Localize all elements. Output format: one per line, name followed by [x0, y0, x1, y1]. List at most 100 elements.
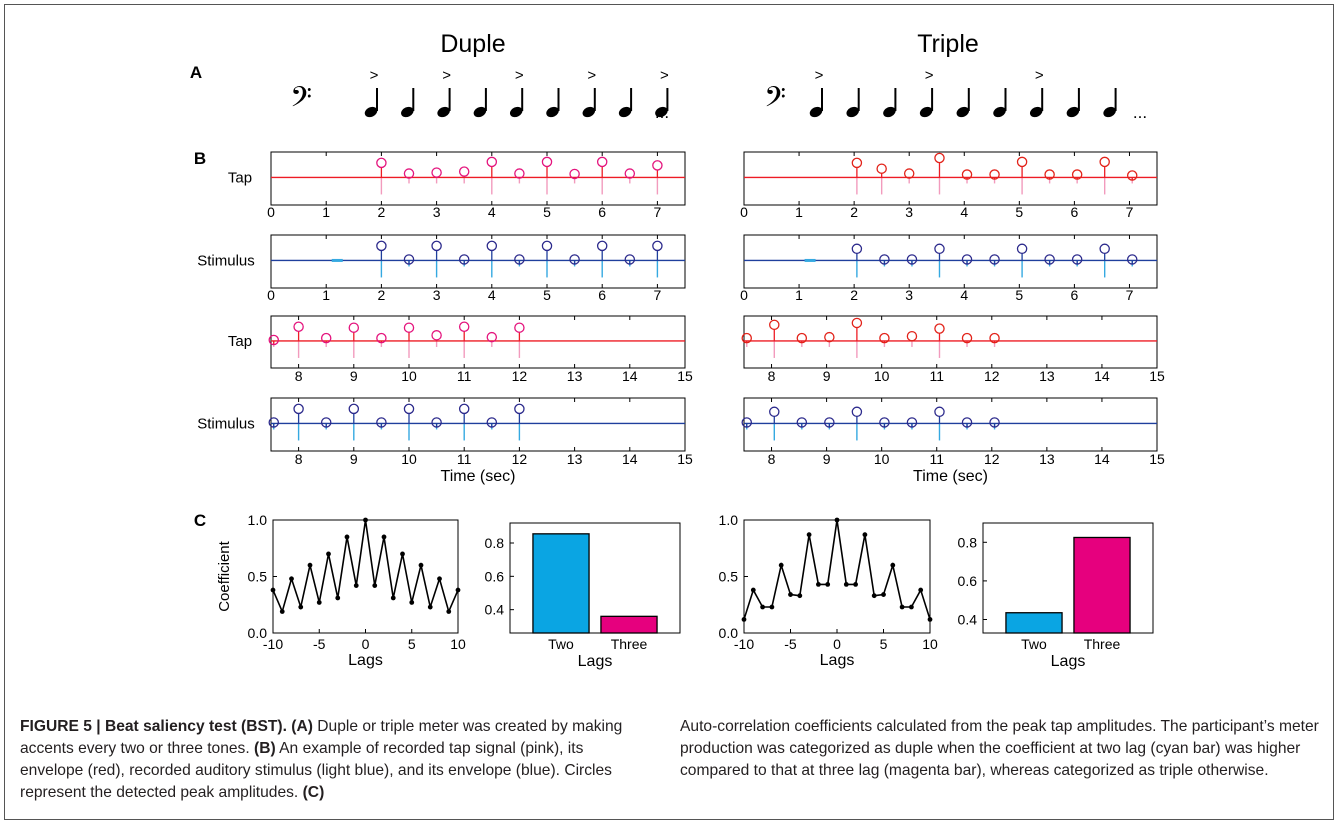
x-tick-label: 8	[768, 368, 776, 384]
quarter-note	[618, 106, 632, 118]
acf-point	[788, 592, 793, 597]
acf-point	[335, 595, 341, 601]
acf-point	[909, 604, 914, 610]
peak-circle	[934, 406, 945, 418]
accent-mark: >	[515, 67, 524, 84]
acf-point	[816, 582, 821, 587]
x-tick-label: 5	[408, 636, 416, 652]
acf-frame	[272, 519, 459, 634]
y-tick-label: 0.5	[248, 569, 268, 585]
x-tick-label: 7	[1126, 204, 1134, 220]
x-tick-label: 12	[984, 368, 1000, 384]
peak-circle	[348, 403, 360, 415]
row-label-stimulus: Stimulus	[197, 252, 255, 269]
bass-clef-icon: 𝄢	[764, 82, 786, 120]
x-tick-label: -10	[734, 636, 754, 652]
peak-circle	[514, 403, 525, 415]
panel-label-b: B	[194, 149, 206, 168]
x-tick-label: 11	[929, 451, 944, 467]
plot-frame	[743, 397, 1158, 452]
x-tick-label: 0	[362, 636, 370, 652]
peak-circle	[431, 167, 442, 178]
caption-right: Auto-correlation coefficients calculated…	[680, 716, 1320, 782]
peak-circle	[934, 152, 945, 164]
x-tick-label: 8	[768, 451, 776, 467]
figure-frame	[4, 4, 1334, 820]
quarter-note	[1066, 106, 1080, 118]
peak-circle	[541, 156, 553, 168]
acf-point	[899, 604, 905, 610]
y-tick-label: 0.4	[485, 602, 505, 618]
x-tick-label: 4	[960, 204, 968, 220]
peak-circle	[906, 330, 918, 342]
acf-point	[409, 600, 415, 605]
y-tick-label: 0.4	[958, 611, 978, 627]
x-tick-label: -5	[313, 636, 326, 652]
acf-point	[363, 517, 368, 523]
peak-circle	[796, 332, 808, 344]
y-tick-label: 0.5	[719, 569, 739, 585]
peak-circle	[851, 243, 863, 255]
x-tick-label: 0	[267, 287, 275, 303]
peak-circle	[961, 254, 973, 265]
acf-point	[862, 532, 868, 538]
x-tick-label: 3	[433, 204, 441, 220]
peak-circle	[376, 417, 387, 428]
peak-circle	[376, 240, 387, 252]
x-tick-label: 3	[433, 287, 441, 303]
x-tick-label: 4	[488, 287, 496, 303]
x-tick-label: 7	[1126, 287, 1134, 303]
caption-c-label: (C)	[302, 784, 325, 801]
x-axis-label: Lags	[820, 652, 855, 669]
x-tick-label: 2	[378, 287, 386, 303]
three-lag-bar	[600, 615, 658, 634]
y-tick-label: 0.6	[958, 573, 978, 589]
peak-circle	[403, 168, 415, 179]
x-tick-label: 14	[622, 368, 638, 384]
peak-circle	[486, 417, 498, 428]
acf-point	[298, 604, 304, 610]
x-tick-label: -10	[263, 636, 283, 652]
quarter-note	[401, 106, 414, 118]
x-tick-label: 13	[567, 368, 583, 384]
x-tick-label: -5	[784, 636, 797, 652]
quarter-note	[956, 106, 970, 118]
quarter-note	[546, 106, 559, 118]
x-tick-label: 5	[543, 204, 551, 220]
x-tick-label: 5	[1015, 287, 1023, 303]
quarter-note	[437, 106, 450, 118]
row-label-tap: Tap	[228, 169, 252, 186]
x-tick-label: 10	[874, 368, 890, 384]
peak-circle	[403, 254, 415, 265]
column-title-triple: Triple	[917, 30, 979, 58]
x-tick-label: 7	[654, 204, 662, 220]
acf-point	[307, 562, 313, 568]
x-tick-label: 0	[740, 287, 748, 303]
accent-mark: >	[587, 67, 596, 84]
acf-point	[871, 593, 877, 599]
x-tick-label: 11	[457, 451, 472, 467]
y-tick-label: 0.8	[958, 534, 978, 550]
peak-circle	[824, 331, 835, 343]
peak-circle	[514, 254, 525, 265]
x-tick-label: 10	[401, 368, 417, 384]
peak-circle	[989, 169, 1000, 180]
peak-circle	[989, 417, 1000, 428]
x-tick-label: 10	[450, 636, 466, 652]
x-tick-label: 5	[1015, 204, 1023, 220]
x-tick-label: 8	[295, 368, 303, 384]
quarter-note	[582, 106, 596, 118]
quarter-note	[1029, 106, 1043, 118]
peak-circle	[824, 417, 835, 428]
peak-circle	[769, 406, 780, 418]
accent-mark: >	[1035, 67, 1044, 84]
plot-frame	[270, 151, 686, 206]
panel-label-c: C	[194, 511, 206, 530]
peak-circle	[903, 168, 915, 179]
x-tick-label: 14	[1094, 451, 1110, 467]
quarter-note	[509, 106, 523, 118]
peak-circle	[796, 417, 808, 428]
peak-circle	[1071, 254, 1083, 265]
caption-right-text: Auto-correlation coefficients calculated…	[680, 718, 1319, 779]
